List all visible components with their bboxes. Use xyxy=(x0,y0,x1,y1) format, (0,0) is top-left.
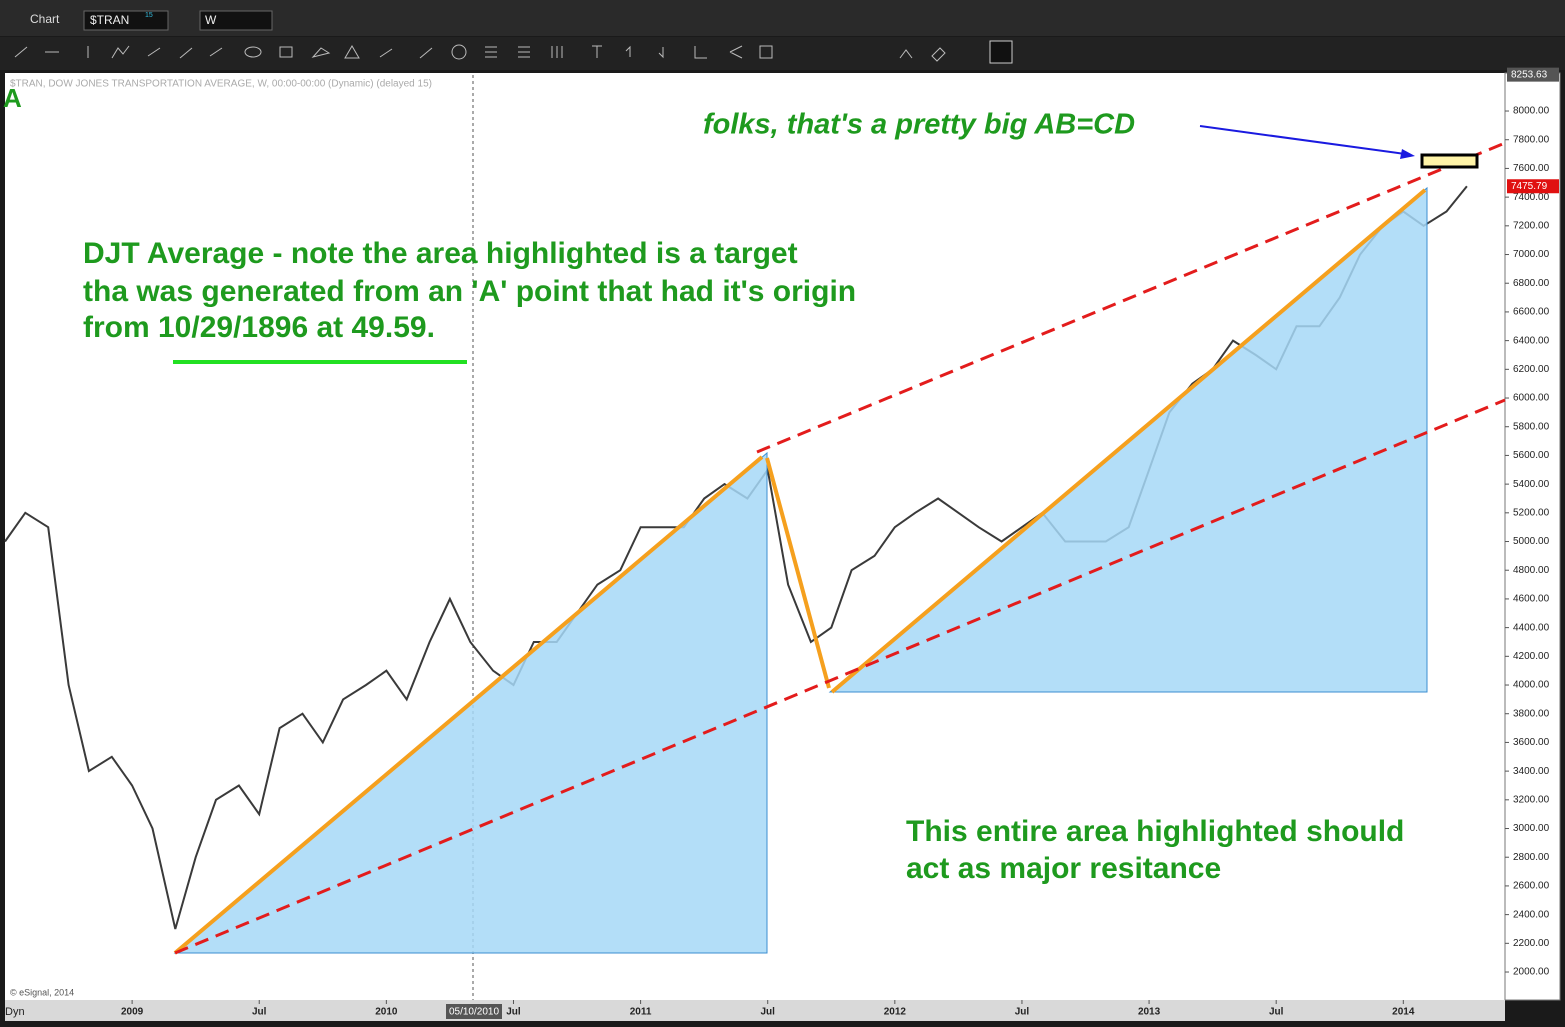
copyright: © eSignal, 2014 xyxy=(10,987,74,997)
y-tick-label: 4200.00 xyxy=(1513,651,1550,662)
x-tick-label: 2011 xyxy=(630,1007,652,1018)
y-tick-label: 2800.00 xyxy=(1513,852,1550,863)
x-tick-label: Jul xyxy=(1269,1007,1284,1018)
symbol-box[interactable] xyxy=(83,10,169,31)
cursor-date: 05/10/2010 xyxy=(449,1007,499,1018)
trend-lines xyxy=(174,141,1506,955)
y-tick-label: 4400.00 xyxy=(1513,622,1550,633)
pointer-arrow-head xyxy=(1400,149,1415,159)
y-tick-label: 2600.00 xyxy=(1513,881,1550,892)
x-tick-label: Jul xyxy=(506,1007,521,1018)
y-tick-label: 5800.00 xyxy=(1513,421,1550,432)
annotation: This entire area highlighted should xyxy=(906,815,1404,848)
y-tick-label: 4600.00 xyxy=(1513,594,1550,605)
y-tick-label: 8000.00 xyxy=(1513,106,1550,117)
interval: W xyxy=(205,13,217,27)
annotation: DJT Average - note the area highlighted … xyxy=(83,237,798,270)
corner-letter: A xyxy=(3,83,22,113)
y-tick-label: 5400.00 xyxy=(1513,479,1550,490)
y-tick-label: 4000.00 xyxy=(1513,680,1550,691)
x-tick-label: Jul xyxy=(1015,1007,1030,1018)
high-price-label: 8253.63 xyxy=(1511,69,1548,80)
y-tick-label: 6000.00 xyxy=(1513,393,1550,404)
x-tick-label: 2009 xyxy=(121,1007,144,1018)
y-tick-label: 6400.00 xyxy=(1513,335,1550,346)
mode: Dyn xyxy=(5,1006,25,1018)
last-price-box xyxy=(1507,179,1559,194)
y-tick-label: 3000.00 xyxy=(1513,823,1550,834)
toolbar-icons[interactable] xyxy=(14,44,946,62)
x-tick-label: 2014 xyxy=(1392,1007,1415,1018)
y-tick-label: 4800.00 xyxy=(1513,565,1550,576)
y-tick-label: 5200.00 xyxy=(1513,507,1550,518)
chart-header: $TRAN, DOW JONES TRANSPORTATION AVERAGE,… xyxy=(10,79,432,90)
y-tick-label: 7400.00 xyxy=(1513,192,1550,203)
x-tick-label: 2013 xyxy=(1138,1007,1161,1018)
x-tick-label: 2012 xyxy=(884,1007,907,1018)
x-tick-label: Jul xyxy=(252,1007,267,1018)
x-tick-label: Jul xyxy=(760,1007,775,1018)
y-tick-label: 5600.00 xyxy=(1513,450,1550,461)
symbol-badge: 15 xyxy=(145,12,153,19)
x-tick-label: 2010 xyxy=(375,1007,398,1018)
abcd-pattern xyxy=(173,188,1427,955)
cursor-date-box xyxy=(446,1004,502,1019)
y-tick-label: 5000.00 xyxy=(1513,536,1550,547)
magnet-button[interactable] xyxy=(989,40,1013,64)
last-price-label: 7475.79 xyxy=(1511,181,1548,192)
y-tick-label: 3400.00 xyxy=(1513,766,1550,777)
y-tick-label: 7600.00 xyxy=(1513,163,1550,174)
interval-box[interactable] xyxy=(199,10,273,31)
drawing-toolbar xyxy=(0,37,1565,70)
y-tick-label: 2400.00 xyxy=(1513,909,1550,920)
high-price-box xyxy=(1507,67,1559,82)
y-tick-label: 2000.00 xyxy=(1513,967,1550,978)
pointer-arrow xyxy=(1199,125,1406,155)
y-tick-label: 7200.00 xyxy=(1513,220,1550,231)
annotation: folks, that's a pretty big AB=CD xyxy=(703,109,1135,141)
x-axis-area xyxy=(5,1000,1505,1021)
target-box xyxy=(1420,153,1479,169)
annotation: act as major resitance xyxy=(906,852,1221,885)
annotation: from 10/29/1896 at 49.59. xyxy=(83,311,435,344)
window-title: Chart xyxy=(30,12,60,26)
y-tick-label: 6200.00 xyxy=(1513,364,1550,375)
y-tick-label: 7800.00 xyxy=(1513,134,1550,145)
y-tick-label: 7000.00 xyxy=(1513,249,1550,260)
y-tick-label: 6600.00 xyxy=(1513,307,1550,318)
y-tick-label: 6800.00 xyxy=(1513,278,1550,289)
y-tick-label: 2200.00 xyxy=(1513,938,1550,949)
y-tick-label: 3800.00 xyxy=(1513,708,1550,719)
y-tick-label: 3200.00 xyxy=(1513,794,1550,805)
symbol: $TRAN xyxy=(90,13,129,27)
y-tick-label: 3600.00 xyxy=(1513,737,1550,748)
annotation: tha was generated from an 'A' point that… xyxy=(83,275,856,308)
